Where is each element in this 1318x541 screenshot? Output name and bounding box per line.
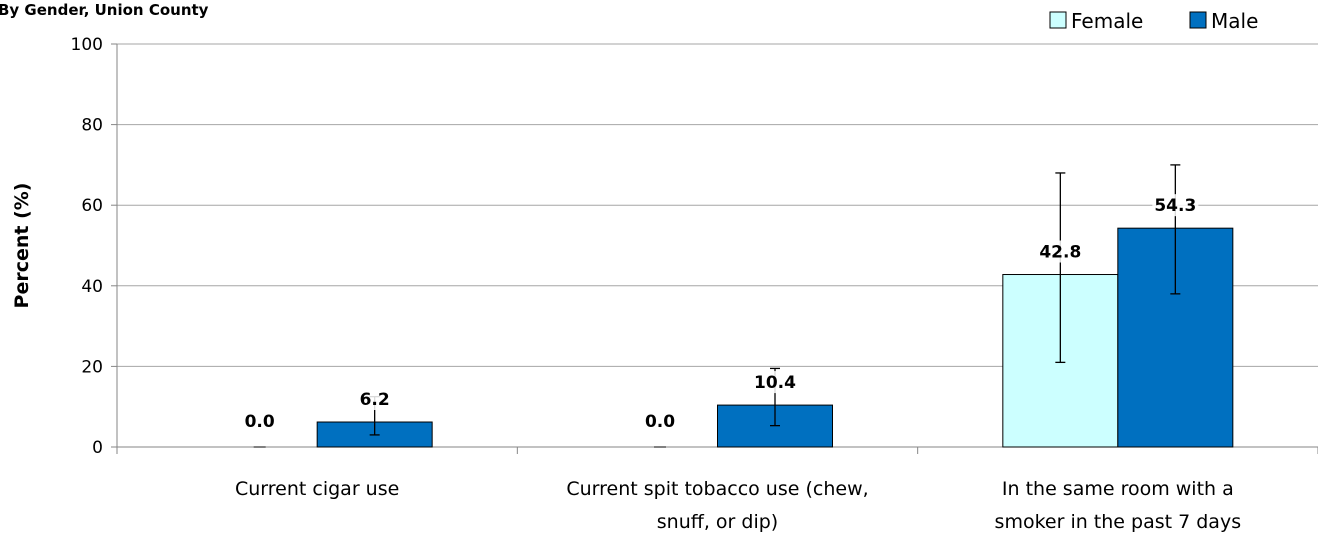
- y-tick-label: 80: [81, 116, 103, 136]
- x-category-label: Current spit tobacco use (chew,: [566, 478, 868, 500]
- y-tick-label: 0: [92, 438, 103, 458]
- y-tick-label: 60: [81, 196, 103, 216]
- y-tick-label: 20: [81, 357, 103, 377]
- legend-label-female: Female: [1071, 9, 1143, 33]
- y-axis-label: Percent (%): [11, 183, 33, 309]
- data-label: 6.2: [360, 390, 390, 410]
- x-category-label: In the same room with a: [1002, 478, 1234, 500]
- y-tick-label: 100: [71, 35, 103, 55]
- data-label: 10.4: [754, 373, 796, 393]
- legend-swatch-female: [1049, 11, 1067, 29]
- data-label: 42.8: [1039, 243, 1081, 263]
- data-label-bg: [241, 410, 278, 432]
- data-label-bg: [1152, 194, 1199, 217]
- y-tick-label: 40: [81, 277, 103, 297]
- legend-label-male: Male: [1211, 9, 1258, 33]
- data-label-bg: [642, 410, 678, 432]
- x-category-label: snuff, or dip): [657, 511, 778, 533]
- x-category-label: smoker in the past 7 days: [995, 511, 1242, 533]
- data-label: 0.0: [645, 412, 675, 432]
- data-label-bg: [752, 371, 798, 394]
- data-label-bg: [356, 388, 393, 411]
- chart-title: By Gender, Union County: [0, 1, 209, 19]
- data-label: 0.0: [245, 412, 275, 432]
- data-label: 54.3: [1154, 196, 1196, 216]
- x-category-label: Current cigar use: [235, 478, 399, 500]
- legend-swatch-male: [1189, 11, 1207, 29]
- data-label-bg: [1037, 240, 1084, 263]
